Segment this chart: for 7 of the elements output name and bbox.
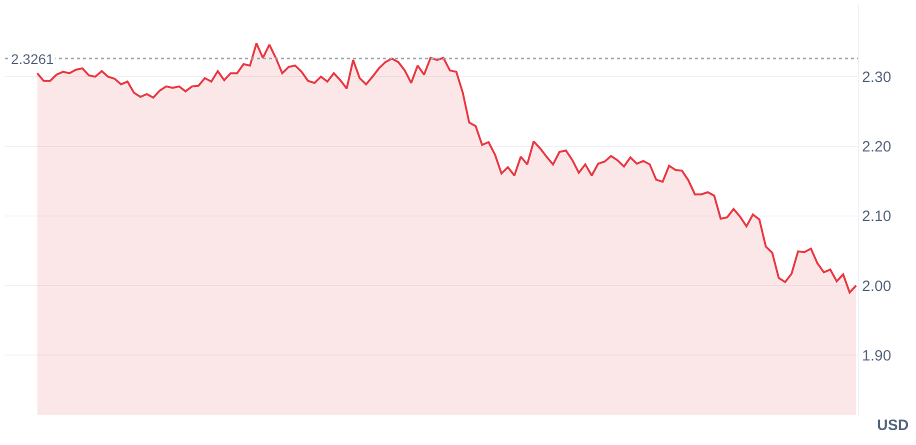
y-tick-label: 2.10 <box>862 208 892 226</box>
y-tick-label: 2.30 <box>862 68 892 86</box>
y-tick-label: 2.20 <box>862 138 892 156</box>
ref-line-label: 2.3261 <box>11 51 54 67</box>
y-axis-title: USD <box>877 417 909 434</box>
y-tick-label: 2.00 <box>862 278 892 295</box>
y-tick-label: 1.90 <box>862 347 892 364</box>
